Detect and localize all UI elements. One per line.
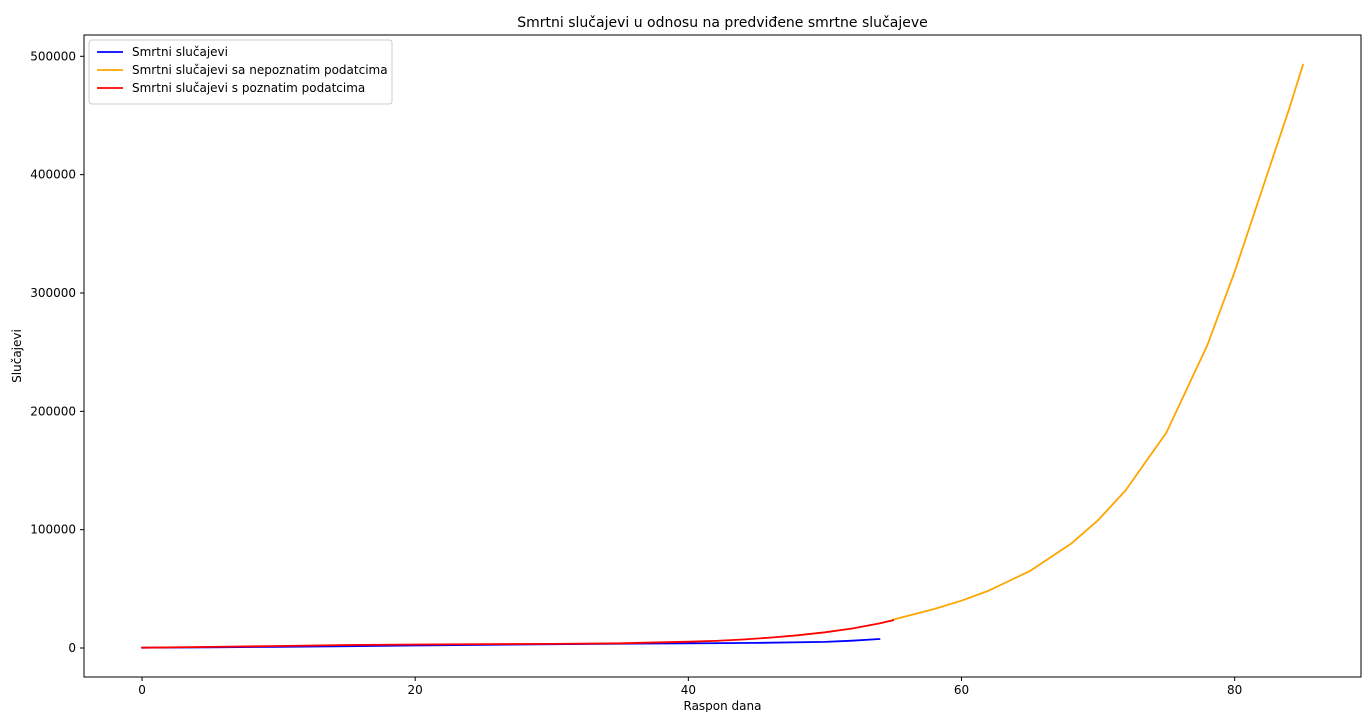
y-tick-label: 400000	[30, 168, 76, 182]
chart-title: Smrtni slučajevi u odnosu na predviđene …	[517, 15, 927, 31]
y-tick-label: 200000	[30, 404, 76, 418]
y-tick-label: 500000	[30, 49, 76, 63]
legend: Smrtni slučajevi Smrtni slučajevi sa nepo…	[88, 39, 393, 105]
x-tick-label: 0	[138, 683, 146, 697]
legend-box	[88, 39, 393, 105]
y-tick-label: 300000	[30, 286, 76, 300]
legend-label-1: Smrtni slučajevi sa nepoznatim podatcima	[132, 63, 388, 77]
x-tick-label: 20	[408, 683, 423, 697]
x-tick-label: 40	[681, 683, 696, 697]
legend-label-0: Smrtni slučajevi	[132, 45, 228, 59]
x-axis-label: Raspon dana	[684, 699, 762, 712]
legend-label-2: Smrtni slučajevi s poznatim podatcima	[132, 81, 365, 95]
x-tick-label: 80	[1227, 683, 1242, 697]
series-line-2	[141, 619, 895, 649]
plot-frame	[83, 34, 1362, 678]
x-tick-label: 60	[954, 683, 969, 697]
ticks-layer: 0 20 40 60 80 0 100000 200000 300000 400000 500000	[30, 49, 1242, 697]
y-tick-label: 100000	[30, 523, 76, 537]
series-layer	[141, 63, 1304, 649]
series-line-1	[892, 63, 1304, 621]
y-axis-label: Slučajevi	[10, 329, 24, 383]
y-tick-label: 0	[68, 641, 76, 655]
